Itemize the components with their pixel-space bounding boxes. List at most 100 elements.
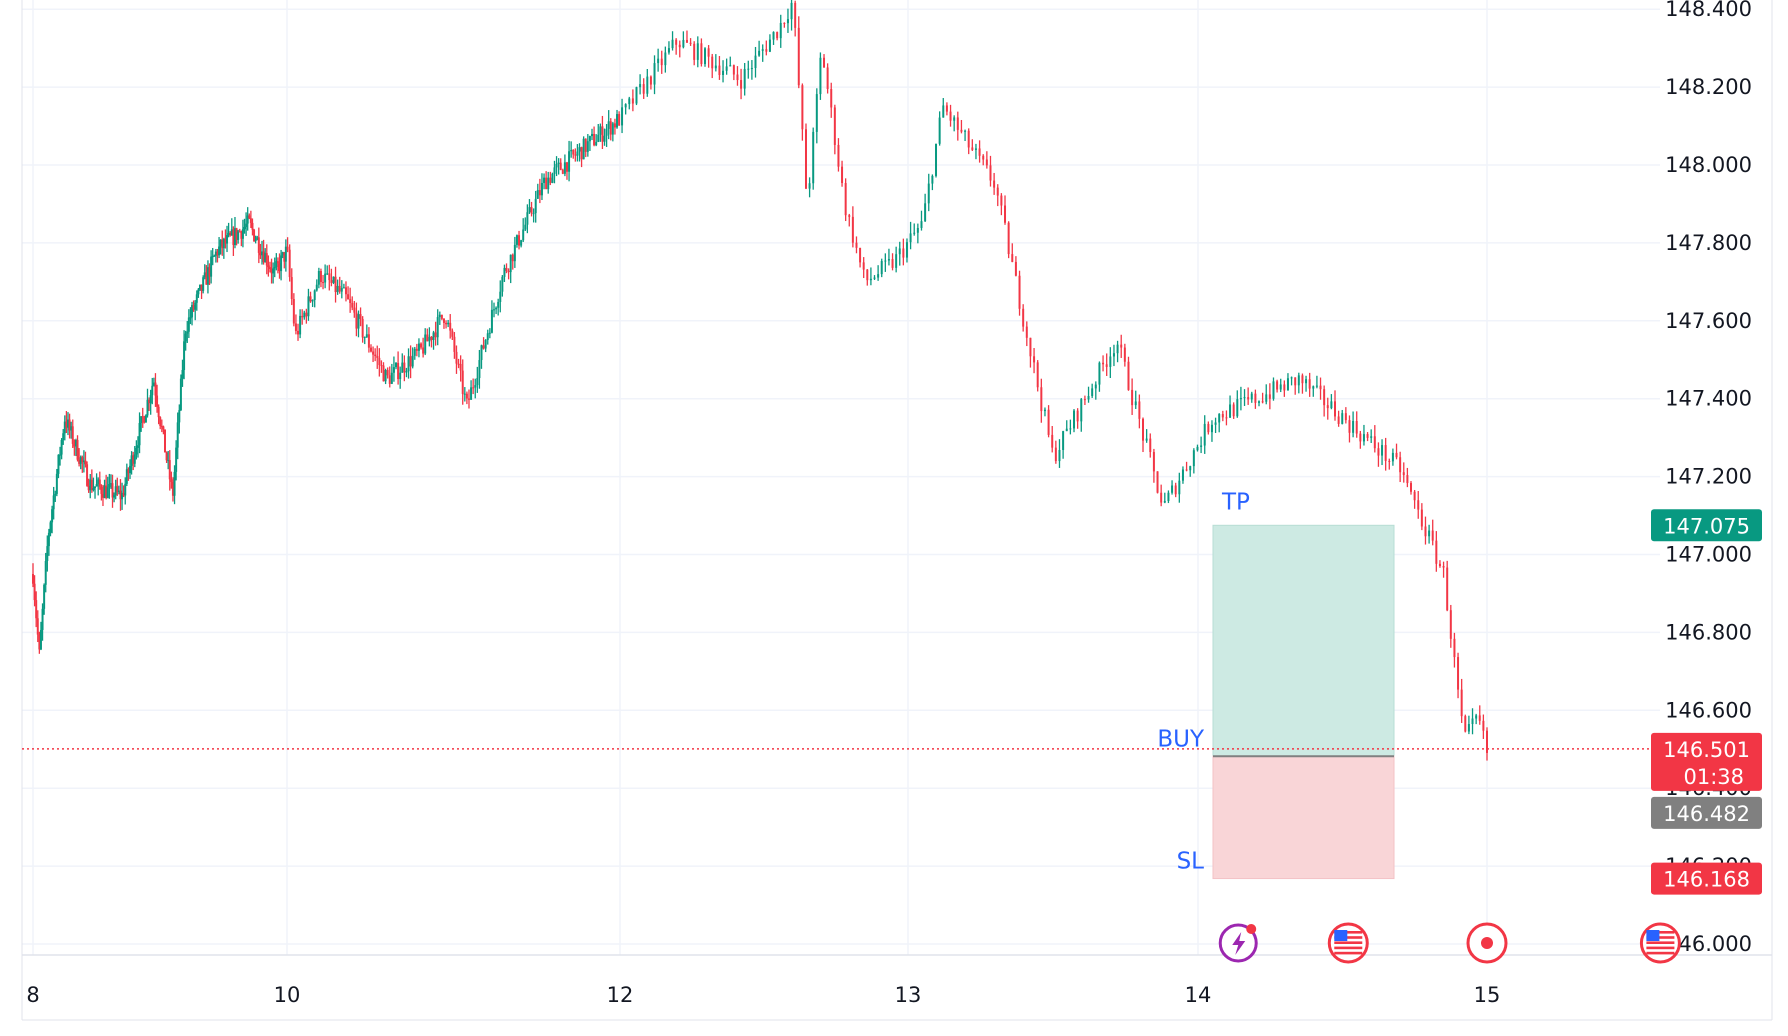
- candle-body: [1200, 445, 1203, 447]
- entry-price-badge[interactable]: [1651, 796, 1762, 829]
- candle-body: [294, 323, 297, 331]
- candle-body: [86, 464, 89, 486]
- candle-body: [267, 265, 270, 268]
- candle-body: [138, 423, 141, 446]
- candle-body: [1334, 401, 1337, 417]
- candle-body: [189, 317, 192, 319]
- candle-body: [114, 486, 117, 496]
- candle-body: [1207, 423, 1210, 433]
- price-tick-label: 146.600: [1665, 698, 1752, 722]
- candle-body: [495, 307, 498, 310]
- candle-body: [122, 492, 125, 496]
- candle-body: [862, 262, 865, 270]
- candle-body: [84, 460, 87, 465]
- candle-body: [1431, 530, 1434, 541]
- candle-body: [833, 107, 836, 145]
- candle-body: [1087, 395, 1090, 400]
- candle-body: [493, 309, 496, 311]
- candle-body: [214, 251, 217, 256]
- candle-body: [607, 121, 610, 129]
- candle-body: [1330, 401, 1333, 409]
- candle-body: [689, 42, 692, 44]
- candle-body: [707, 48, 710, 57]
- candle-body: [405, 371, 408, 373]
- candle-body: [898, 248, 901, 255]
- candle-body: [66, 419, 69, 428]
- us-flag-icon[interactable]: [1327, 922, 1369, 964]
- stop-loss-badge[interactable]: [1651, 862, 1762, 895]
- candle-body: [315, 284, 318, 291]
- candle-body: [273, 267, 276, 269]
- candle-body: [536, 190, 539, 199]
- position-zones[interactable]: [1212, 524, 1395, 880]
- candle-body: [1181, 469, 1184, 481]
- candle-body: [618, 114, 621, 126]
- candle-body: [1286, 378, 1289, 391]
- lightning-event-icon[interactable]: [1218, 923, 1258, 963]
- candle-body: [1134, 401, 1137, 406]
- candle-body: [819, 57, 822, 95]
- candle-body: [1232, 404, 1235, 417]
- candle-body: [1098, 362, 1101, 385]
- candle-body: [1308, 379, 1311, 389]
- time-axis[interactable]: 8 10 12 13 14 15: [26, 983, 1500, 1007]
- overlay: TP BUY SL: [22, 489, 1662, 875]
- candle-body: [1011, 254, 1014, 262]
- candle-body: [232, 229, 235, 245]
- price-tick-label: 146.800: [1665, 620, 1752, 644]
- candle-body: [1065, 428, 1068, 432]
- candle-body: [873, 277, 876, 279]
- candle-body: [357, 314, 360, 329]
- candle-body: [303, 312, 306, 318]
- candle-body: [503, 267, 506, 277]
- candle-body: [365, 334, 368, 337]
- candle-body: [160, 425, 163, 427]
- candle-body: [574, 154, 577, 156]
- price-axis[interactable]: 146.000146.200146.400146.600146.800147.0…: [1651, 0, 1762, 956]
- candle-body: [1438, 563, 1441, 567]
- candle-body: [844, 183, 847, 216]
- candle-body: [265, 253, 268, 266]
- current-price-badge-countdown: 01:38: [1683, 765, 1744, 789]
- candle-body: [1384, 445, 1387, 461]
- candle-body: [62, 433, 65, 440]
- candle-body: [768, 39, 771, 52]
- candle-body: [455, 351, 458, 364]
- candle-body: [436, 317, 439, 338]
- candle-body: [543, 177, 546, 183]
- take-profit-zone[interactable]: [1212, 524, 1395, 757]
- price-tick-label: 148.000: [1665, 153, 1752, 177]
- candle-body: [136, 445, 139, 448]
- candle-body: [359, 314, 362, 319]
- candle-body: [148, 399, 151, 404]
- candle-body: [449, 322, 452, 331]
- candle-body: [1326, 405, 1329, 409]
- take-profit-badge[interactable]: [1651, 509, 1762, 542]
- grid: [21, 0, 1773, 1021]
- candle-body: [993, 180, 996, 188]
- candle-body: [511, 254, 514, 262]
- candle-body: [313, 290, 316, 300]
- candle-body: [175, 447, 178, 472]
- us-flag-icon[interactable]: [1639, 922, 1681, 964]
- candle-body: [198, 284, 201, 290]
- candle-body: [95, 484, 98, 487]
- candle-body: [154, 382, 157, 396]
- candle-body: [116, 486, 119, 493]
- candle-body: [538, 190, 541, 196]
- candle-body: [290, 277, 293, 299]
- candle-body: [167, 460, 170, 462]
- candle-body: [43, 584, 46, 609]
- candle-body: [700, 43, 703, 65]
- record-icon[interactable]: [1466, 922, 1508, 964]
- stop-loss-zone[interactable]: [1212, 755, 1395, 880]
- candle-body: [149, 395, 152, 404]
- candle-body: [526, 212, 529, 225]
- candle-body: [924, 203, 927, 222]
- current-price-badge[interactable]: [1651, 732, 1762, 791]
- candle-body: [653, 63, 656, 85]
- candle-body: [960, 129, 963, 132]
- candle-body: [165, 452, 168, 461]
- candle-body: [611, 123, 614, 135]
